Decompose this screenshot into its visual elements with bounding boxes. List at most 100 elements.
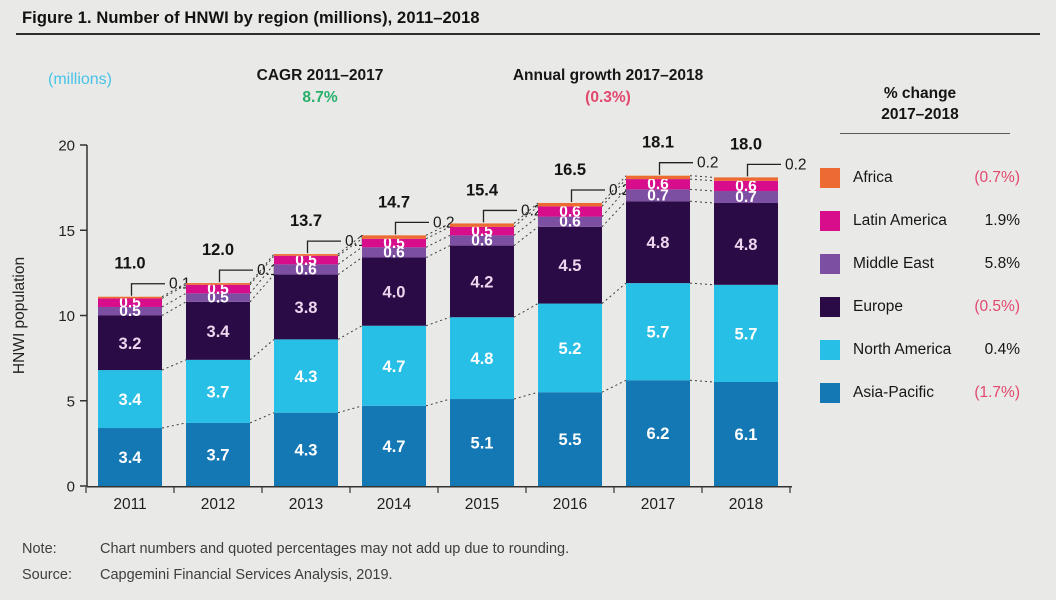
- africa-callout-line: [394, 221, 429, 235]
- bar-segment-europe-2017: [626, 201, 690, 284]
- bar-segment-asia-pacific-2011: [98, 428, 162, 486]
- bar-total-label: 18.1: [642, 134, 674, 152]
- connector-line: [601, 379, 627, 393]
- africa-callout-line: [306, 240, 341, 254]
- connector-line: [689, 379, 715, 383]
- bar-segment-africa-2012: [186, 283, 250, 285]
- segment-value-label: 3.7: [207, 383, 230, 401]
- connector-line: [337, 234, 363, 255]
- bar-segment-north-america-2016: [538, 303, 602, 393]
- legend-label: Middle East: [853, 254, 934, 272]
- bar-segment-north-america-2015: [450, 317, 514, 400]
- connector-line: [161, 359, 187, 371]
- africa-callout-label: 0.2: [433, 214, 455, 231]
- bar-segment-africa-2017: [626, 175, 690, 180]
- connector-line: [689, 175, 715, 178]
- bar-segment-europe-2012: [186, 301, 250, 360]
- bar-total-label: 14.7: [378, 193, 410, 211]
- connector-line: [249, 274, 275, 303]
- bar-segment-north-america-2011: [98, 370, 162, 429]
- connector-line: [425, 316, 451, 327]
- legend-title-line2: 2017–2018: [881, 105, 959, 123]
- bar-segment-latin-america-2016: [538, 206, 602, 217]
- connector-line: [249, 264, 275, 294]
- connector-line: [689, 188, 715, 192]
- connector-line: [601, 200, 627, 228]
- legend-change-value: (0.7%): [974, 168, 1020, 186]
- bar-segment-middle-east-2011: [98, 306, 162, 316]
- connector-line: [249, 412, 275, 424]
- africa-callout-line: [130, 283, 165, 296]
- bar-segment-middle-east-2018: [714, 191, 778, 203]
- segment-value-label: 4.3: [295, 368, 318, 386]
- connector-line: [249, 338, 275, 361]
- segment-value-label: 5.2: [559, 340, 582, 358]
- africa-callout-line: [746, 163, 781, 177]
- africa-callout-label: 0.1: [345, 233, 367, 250]
- y-tick-label: 10: [58, 308, 75, 325]
- legend-swatch-icon: [820, 339, 840, 360]
- segment-value-label: 0.6: [295, 261, 317, 278]
- segment-value-label: 0.5: [207, 290, 229, 307]
- segment-value-label: 0.5: [471, 223, 493, 240]
- bar-segment-asia-pacific-2013: [274, 412, 338, 486]
- segment-value-label: 3.4: [119, 449, 143, 467]
- source-row: Source: Capgemini Financial Services Anal…: [22, 567, 393, 583]
- segment-value-label: 4.0: [383, 284, 406, 302]
- legend-panel: % change 2017–2018 Africa (0.7%) Latin Ame…: [820, 84, 1020, 414]
- segment-value-label: 5.7: [647, 324, 670, 342]
- title-divider: [16, 33, 1040, 35]
- x-category-label: 2018: [729, 496, 763, 513]
- figure-title: Figure 1. Number of HNWI by region (mill…: [22, 9, 480, 27]
- connector-line: [689, 178, 715, 182]
- segment-value-label: 4.8: [647, 234, 670, 252]
- africa-callout-label: 0.2: [785, 156, 807, 173]
- segment-value-label: 5.7: [735, 325, 758, 343]
- segment-value-label: 0.5: [207, 281, 229, 298]
- segment-value-label: 4.7: [383, 438, 406, 456]
- legend-item-asia-pacific: Asia-Pacific (1.7%): [820, 371, 1020, 414]
- legend-swatch-icon: [820, 167, 840, 188]
- bar-segment-latin-america-2014: [362, 238, 426, 248]
- cagr-annotation: CAGR 2011–2017 8.7%: [190, 67, 450, 107]
- annual-growth-annotation: Annual growth 2017–2018 (0.3%): [478, 67, 738, 107]
- bar-segment-asia-pacific-2018: [714, 381, 778, 486]
- connector-line: [513, 205, 539, 228]
- segment-value-label: 0.5: [295, 252, 317, 269]
- connector-line: [601, 188, 627, 217]
- source-text: Capgemini Financial Services Analysis, 2…: [100, 567, 393, 583]
- bar-segment-africa-2011: [98, 296, 162, 299]
- connector-line: [601, 282, 627, 304]
- connector-line: [249, 253, 275, 284]
- legend-change-value: (1.7%): [974, 383, 1020, 401]
- legend-item-africa: Africa (0.7%): [820, 156, 1020, 199]
- connector-line: [425, 234, 451, 248]
- bar-segment-north-america-2018: [714, 284, 778, 382]
- africa-callout-label: 0.2: [697, 155, 719, 172]
- connector-line: [601, 178, 627, 207]
- bar-segment-middle-east-2014: [362, 247, 426, 258]
- segment-value-label: 5.1: [471, 435, 494, 453]
- segment-value-label: 5.5: [559, 431, 582, 449]
- connector-line: [161, 292, 187, 308]
- y-axis-title: HNWI population: [11, 257, 28, 374]
- bar-total-label: 11.0: [114, 255, 145, 273]
- connector-line: [425, 245, 451, 258]
- legend-label: Latin America: [853, 211, 947, 229]
- segment-value-label: 4.3: [295, 441, 318, 459]
- x-category-label: 2012: [201, 496, 235, 513]
- legend-swatch-icon: [820, 253, 840, 274]
- legend-item-latin-america: Latin America 1.9%: [820, 199, 1020, 242]
- bar-segment-latin-america-2013: [274, 255, 338, 265]
- connector-line: [161, 301, 187, 316]
- bar-total-label: 12.0: [202, 241, 234, 259]
- segment-value-label: 0.7: [735, 189, 757, 206]
- connector-line: [425, 398, 451, 407]
- note-row: Note: Chart numbers and quoted percentage…: [22, 541, 569, 557]
- africa-callout-line: [570, 189, 605, 202]
- legend-label: Europe: [853, 297, 903, 315]
- legend-change-value: 0.4%: [984, 340, 1020, 358]
- segment-value-label: 3.7: [207, 446, 230, 464]
- segment-value-label: 0.6: [559, 203, 581, 220]
- connector-line: [513, 216, 539, 236]
